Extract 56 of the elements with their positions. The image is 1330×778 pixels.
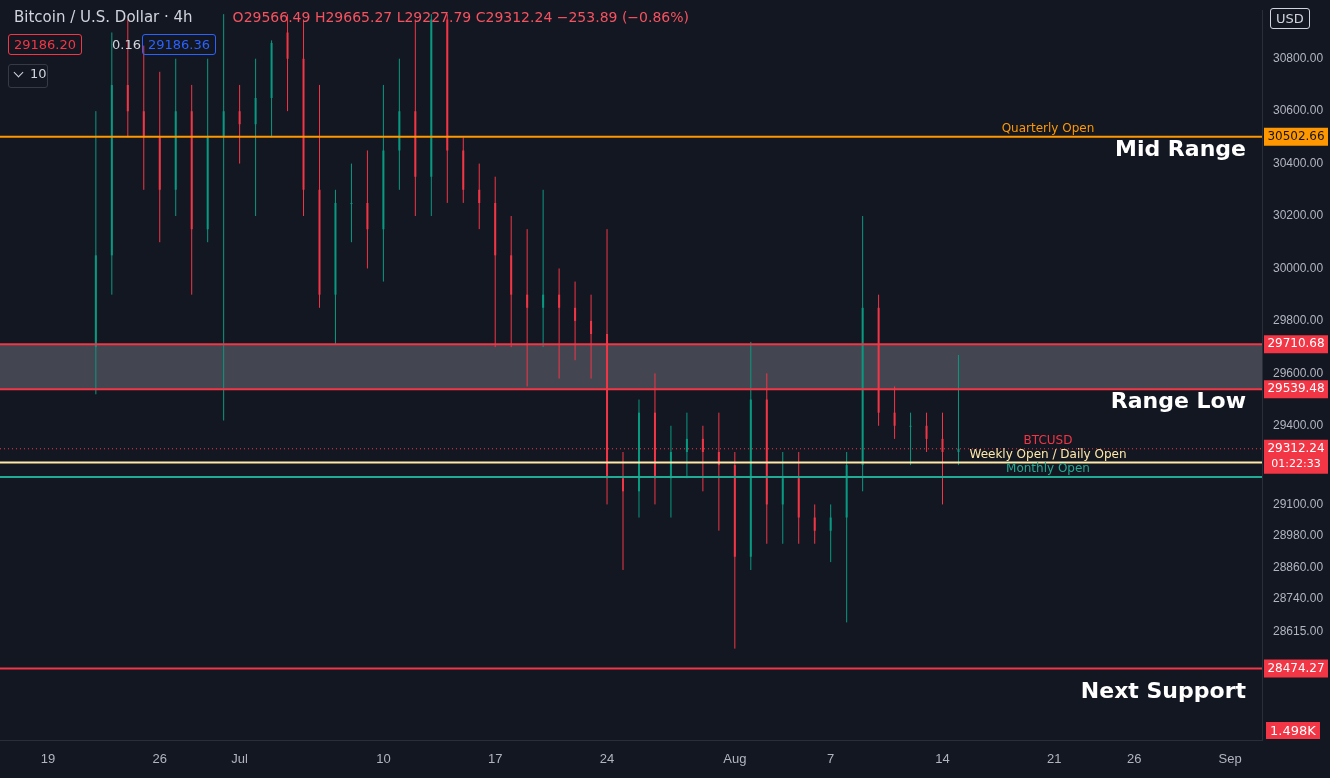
text: 29539.48	[1267, 381, 1325, 396]
y-tick-label: 30400.00	[1273, 155, 1324, 170]
ref-line-label: Weekly Open / Daily Open	[969, 446, 1127, 461]
candlestick	[685, 412, 688, 479]
x-tick-label: 14	[935, 750, 950, 766]
y-tick-label: 28860.00	[1273, 559, 1324, 574]
text: 29312.24	[1267, 440, 1325, 455]
x-tick-label: 21	[1047, 750, 1062, 766]
x-tick-label: 26	[1126, 750, 1142, 766]
annotation: Mid Range	[1115, 136, 1246, 161]
candlestick	[829, 503, 832, 563]
text: 1.498K	[1266, 722, 1320, 739]
y-tick-label: 30600.00	[1273, 103, 1324, 118]
ref-line-label: Monthly Open	[1006, 461, 1090, 476]
chart-title: Bitcoin / U.S. Dollar · 4h	[14, 8, 193, 26]
candlestick	[350, 163, 353, 243]
y-tick-label: 29800.00	[1273, 313, 1324, 328]
y-tick-label: 28740.00	[1273, 591, 1324, 606]
candlestick	[238, 84, 241, 165]
text: 29710.68	[1267, 336, 1325, 351]
y-tick-label: 30000.00	[1273, 260, 1324, 275]
ref-line-label: Quarterly Open	[1001, 120, 1095, 135]
text: 28474.27	[1267, 660, 1325, 675]
y-tick-label: 29600.00	[1273, 365, 1324, 380]
x-tick-label: 26	[152, 750, 167, 766]
annotation: 10	[30, 66, 47, 81]
candlestick	[622, 451, 625, 571]
x-tick-label: 17	[487, 750, 503, 766]
y-tick-label: 29400.00	[1273, 418, 1324, 433]
annotation: 29186.36	[142, 34, 217, 55]
candlestick	[478, 163, 481, 230]
ref-line-label: BTCUSD	[1023, 432, 1073, 447]
x-tick-label: 10	[376, 750, 391, 766]
annotation: 29186.20	[8, 34, 83, 55]
candlestick	[813, 503, 816, 545]
x-tick-label: Sep	[1218, 750, 1242, 766]
y-tick-label: 28615.00	[1273, 623, 1324, 638]
text: 01:22:33	[1271, 456, 1321, 470]
text: USD	[1270, 8, 1310, 29]
x-tick-label: Jul	[231, 750, 249, 766]
y-tick-label: 28980.00	[1273, 528, 1324, 543]
candlestick	[957, 354, 960, 466]
text: 30502.66	[1267, 128, 1325, 143]
candlestick	[909, 412, 912, 466]
y-tick-label: 30200.00	[1273, 208, 1324, 223]
x-tick-label: Aug	[723, 750, 747, 766]
candlestick	[542, 189, 545, 348]
candlestick	[222, 13, 225, 422]
x-tick-label: 19	[40, 750, 56, 766]
annotation: Range Low	[1110, 388, 1246, 413]
y-tick-label: 29100.00	[1273, 496, 1324, 511]
annotation: Next Support	[1080, 678, 1246, 703]
candlestick	[637, 399, 640, 519]
x-tick-label: 7	[827, 750, 835, 766]
y-tick-label: 30800.00	[1273, 51, 1324, 66]
x-tick-label: 24	[599, 750, 615, 766]
